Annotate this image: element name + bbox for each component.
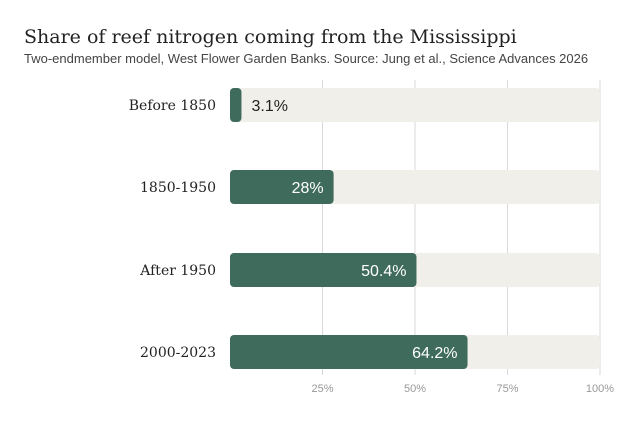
bar: [230, 253, 417, 287]
chart-title: Share of reef nitrogen coming from the M…: [24, 26, 517, 48]
category-label: 1850-1950: [140, 180, 216, 196]
data-label: 28%: [292, 180, 324, 197]
x-tick-label: 50%: [404, 383, 426, 395]
category-label: 2000-2023: [140, 345, 216, 361]
x-tick-label: 25%: [311, 383, 333, 395]
data-label: 50.4%: [361, 263, 406, 280]
category-label: After 1950: [139, 263, 216, 279]
data-label: 3.1%: [251, 98, 287, 115]
bar: [230, 88, 242, 122]
data-label: 64.2%: [412, 345, 457, 362]
bar-track: [230, 88, 600, 122]
x-tick-label: 75%: [496, 383, 518, 395]
x-tick-label: 100%: [586, 383, 614, 395]
bar: [230, 170, 334, 204]
chart-subtitle: Two-endmember model, West Flower Garden …: [24, 51, 589, 66]
category-label: Before 1850: [129, 98, 216, 114]
bar: [230, 335, 468, 369]
